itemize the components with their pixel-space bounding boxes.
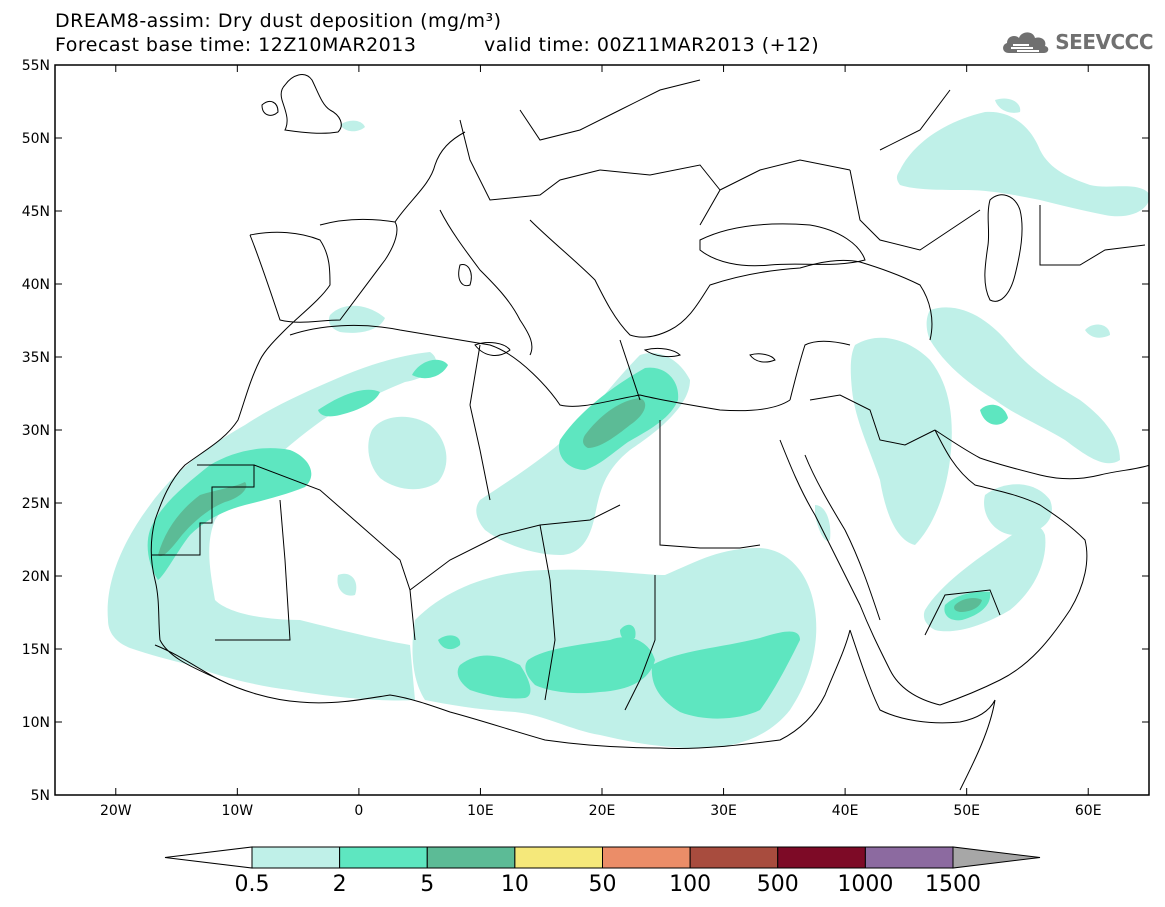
colorbar-swatch xyxy=(864,846,954,869)
colorbar-label: 1000 xyxy=(837,872,893,897)
lat-label: 10N xyxy=(22,715,50,731)
lon-label: 20E xyxy=(589,803,616,819)
colorbar-label: 100 xyxy=(669,872,711,897)
lat-label: 45N xyxy=(22,204,50,220)
lat-label: 25N xyxy=(22,496,50,512)
colorbar-swatch xyxy=(426,846,516,869)
lat-label: 15N xyxy=(22,642,50,658)
colorbar-swatch xyxy=(777,846,866,869)
seevccc-logo: SEEVCCC xyxy=(999,26,1153,58)
map-outlines xyxy=(150,74,1149,791)
lat-label: 35N xyxy=(22,350,50,366)
colorbar-swatch xyxy=(602,846,691,869)
lat-label: 5N xyxy=(31,788,50,804)
colorbar-label: 0.5 xyxy=(235,872,270,897)
colorbar-label: 5 xyxy=(420,872,434,897)
lat-label: 20N xyxy=(22,569,50,585)
valid-time: valid time: 00Z11MAR2013 (+12) xyxy=(484,34,820,56)
lat-label: 50N xyxy=(22,131,50,147)
lon-label: 0 xyxy=(354,803,363,819)
colorbar-label: 10 xyxy=(501,872,529,897)
colorbar-swatch xyxy=(514,846,603,869)
lon-label: 10W xyxy=(221,803,253,819)
lat-label: 30N xyxy=(22,423,50,439)
colorbar-swatch xyxy=(339,846,428,869)
dust-field xyxy=(107,98,1149,748)
latitude-axis: 55N 50N 45N 40N 35N 30N 25N 20N 15N 10N 5N xyxy=(22,58,1149,804)
colorbar-over-arrow xyxy=(952,846,1041,869)
colorbar-label: 1500 xyxy=(925,872,981,897)
colorbar-swatch xyxy=(689,846,779,869)
colorbar-under-arrow xyxy=(164,846,253,869)
lon-label: 20W xyxy=(100,803,132,819)
lat-label: 55N xyxy=(22,58,50,74)
cloud-icon xyxy=(1003,32,1049,53)
dust-layer-heavy xyxy=(158,398,982,612)
lon-label: 50E xyxy=(953,803,980,819)
lon-label: 40E xyxy=(832,803,859,819)
colorbar-label: 50 xyxy=(589,872,617,897)
forecast-base-time: Forecast base time: 12Z10MAR2013 xyxy=(55,34,417,56)
lon-label: 30E xyxy=(710,803,737,819)
colorbar: 0.5 2 5 10 50 100 500 1000 1500 xyxy=(164,846,1041,897)
colorbar-label: 500 xyxy=(757,872,799,897)
colorbar-swatch xyxy=(251,846,341,869)
logo-text: SEEVCCC xyxy=(1055,30,1153,54)
lat-label: 40N xyxy=(22,277,50,293)
lon-label: 10E xyxy=(467,803,494,819)
colorbar-label: 2 xyxy=(333,872,347,897)
lon-label: 60E xyxy=(1075,803,1102,819)
map-title: DREAM8-assim: Dry dust deposition (mg/m³… xyxy=(55,10,502,32)
longitude-axis: 20W 10W 0 10E 20E 30E 40E 50E 60E xyxy=(100,65,1102,819)
